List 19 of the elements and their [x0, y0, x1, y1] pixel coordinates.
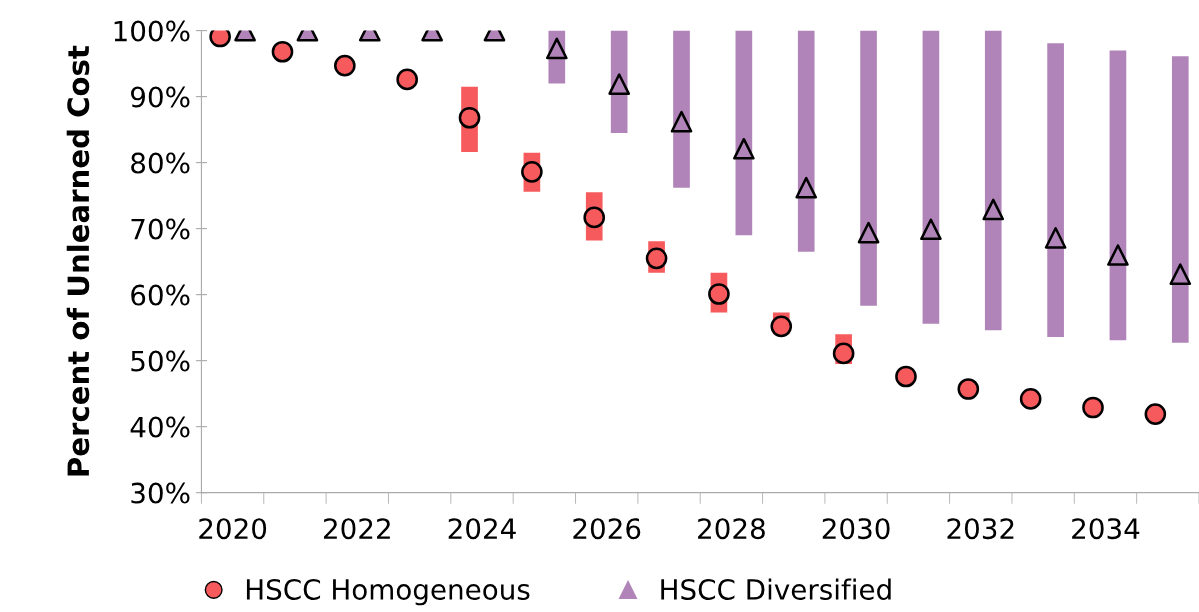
- x-tick-label: 2026: [573, 518, 641, 540]
- x-tick-label: 2034: [1072, 518, 1140, 540]
- y-tick-label: 80%: [131, 152, 190, 174]
- y-tick-label: 70%: [131, 218, 190, 240]
- y-tick-label: 100%: [114, 20, 190, 42]
- y-axis-title: Percent of Unlearned Cost: [66, 45, 90, 476]
- y-tick-label: 60%: [131, 284, 190, 306]
- x-tick-label: 2028: [698, 518, 765, 540]
- y-tick-label: 50%: [131, 350, 190, 372]
- x-tick-label: 2024: [448, 518, 516, 540]
- y-tick-label: 40%: [130, 416, 190, 438]
- legend-label: HSCC Homogeneous: [246, 578, 530, 606]
- y-tick-label: 30%: [131, 482, 190, 504]
- x-tick-label: 2022: [323, 518, 390, 540]
- x-tick-label: 2020: [199, 518, 267, 540]
- x-tick-label: 2030: [822, 518, 890, 540]
- x-tick-label: 2032: [947, 518, 1014, 540]
- y-tick-label: 90%: [131, 86, 190, 108]
- legend-label: HSCC Diversified: [661, 578, 891, 600]
